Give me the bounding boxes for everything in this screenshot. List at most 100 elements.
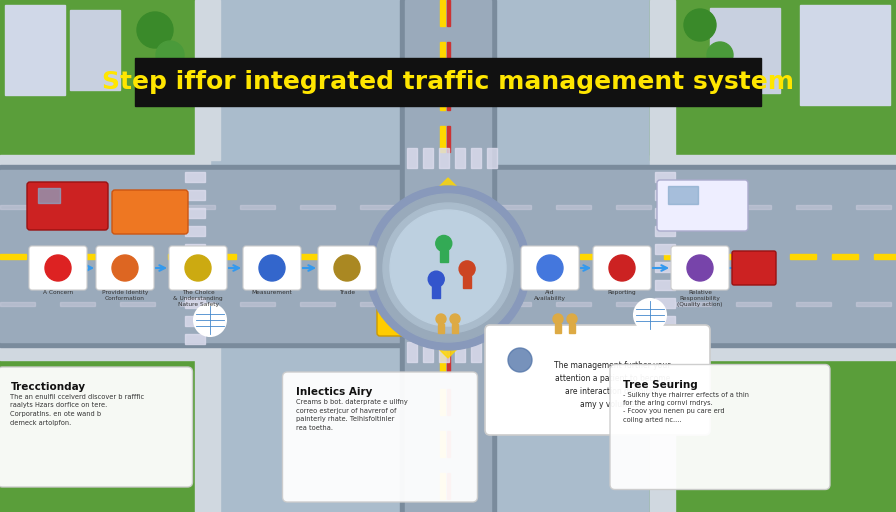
Bar bbox=[650, 345, 896, 512]
Bar bbox=[440, 0, 445, 26]
Bar bbox=[185, 262, 205, 272]
Circle shape bbox=[687, 255, 713, 281]
Circle shape bbox=[383, 203, 513, 333]
Circle shape bbox=[435, 236, 452, 251]
Bar bbox=[447, 126, 450, 152]
Bar bbox=[748, 254, 774, 259]
FancyBboxPatch shape bbox=[96, 246, 154, 290]
Bar bbox=[556, 302, 591, 306]
FancyBboxPatch shape bbox=[29, 246, 87, 290]
Bar bbox=[360, 205, 395, 209]
Bar bbox=[210, 254, 236, 259]
Bar bbox=[555, 324, 561, 333]
Bar bbox=[655, 262, 675, 272]
FancyBboxPatch shape bbox=[169, 246, 227, 290]
Bar bbox=[650, 345, 896, 360]
Text: A Concern: A Concern bbox=[43, 290, 73, 295]
Bar bbox=[60, 302, 95, 306]
Bar bbox=[440, 42, 445, 68]
Bar bbox=[616, 205, 651, 209]
Circle shape bbox=[459, 261, 475, 277]
Circle shape bbox=[156, 41, 184, 69]
Bar bbox=[650, 0, 896, 160]
Bar bbox=[185, 208, 205, 218]
Bar bbox=[185, 334, 205, 344]
FancyBboxPatch shape bbox=[521, 246, 579, 290]
Bar bbox=[195, 345, 220, 512]
Bar bbox=[706, 254, 732, 259]
Bar bbox=[790, 254, 816, 259]
Circle shape bbox=[259, 255, 285, 281]
Bar bbox=[185, 244, 205, 254]
Bar bbox=[471, 342, 481, 362]
Bar bbox=[440, 84, 445, 110]
Circle shape bbox=[634, 299, 666, 331]
FancyBboxPatch shape bbox=[112, 190, 188, 234]
Bar bbox=[0, 155, 210, 170]
Circle shape bbox=[436, 314, 446, 324]
Bar bbox=[452, 324, 458, 333]
Bar bbox=[185, 316, 205, 326]
Text: - Sulkny thye rhairrer erfects of a thin
for the arlng cornvi rndrys.
- Fcoov yo: - Sulkny thye rhairrer erfects of a thin… bbox=[623, 392, 749, 423]
Bar bbox=[655, 316, 675, 326]
Bar bbox=[0, 345, 210, 360]
Bar bbox=[300, 302, 335, 306]
Bar bbox=[388, 298, 408, 312]
Bar bbox=[439, 342, 449, 362]
Bar bbox=[655, 190, 675, 200]
Bar bbox=[185, 298, 205, 308]
Bar bbox=[60, 205, 95, 209]
Bar bbox=[400, 0, 496, 512]
Circle shape bbox=[428, 271, 444, 287]
Bar bbox=[0, 254, 26, 259]
Bar bbox=[616, 302, 651, 306]
Bar bbox=[0, 205, 35, 209]
Bar bbox=[0, 302, 35, 306]
Bar bbox=[580, 254, 606, 259]
Text: Trecctionday: Trecctionday bbox=[11, 382, 86, 392]
Bar bbox=[487, 342, 497, 362]
Bar bbox=[655, 208, 675, 218]
Bar bbox=[496, 254, 522, 259]
Circle shape bbox=[450, 314, 460, 324]
Bar bbox=[496, 205, 531, 209]
Bar bbox=[556, 205, 591, 209]
Bar bbox=[447, 347, 450, 373]
Text: Aid
Availability: Aid Availability bbox=[534, 290, 566, 301]
Bar bbox=[655, 226, 675, 236]
Text: Reporting: Reporting bbox=[607, 290, 636, 295]
Bar bbox=[180, 302, 215, 306]
Bar bbox=[252, 254, 278, 259]
Bar bbox=[168, 254, 194, 259]
Circle shape bbox=[684, 9, 716, 41]
Bar bbox=[38, 188, 60, 203]
Bar bbox=[736, 205, 771, 209]
Bar bbox=[0, 170, 896, 342]
Text: The an enulfil ccelverd discover b rafffic
raalyts Hzars dorfice on tere.
Corpor: The an enulfil ccelverd discover b rafff… bbox=[11, 394, 144, 425]
Circle shape bbox=[508, 348, 532, 372]
FancyBboxPatch shape bbox=[318, 246, 376, 290]
Bar bbox=[5, 5, 65, 95]
Bar bbox=[440, 347, 445, 373]
Bar bbox=[195, 0, 220, 160]
Bar bbox=[407, 342, 417, 362]
Bar bbox=[120, 302, 155, 306]
Bar bbox=[440, 389, 445, 415]
Bar bbox=[180, 205, 215, 209]
Bar bbox=[185, 280, 205, 290]
Bar bbox=[240, 302, 275, 306]
Bar bbox=[856, 302, 891, 306]
Bar bbox=[622, 254, 648, 259]
Bar bbox=[135, 58, 761, 106]
Bar bbox=[569, 324, 575, 333]
Bar bbox=[796, 302, 831, 306]
Circle shape bbox=[374, 194, 522, 342]
Bar bbox=[664, 254, 690, 259]
Bar bbox=[126, 254, 152, 259]
Text: Step iffor integrated traffic management system: Step iffor integrated traffic management… bbox=[102, 70, 794, 94]
FancyBboxPatch shape bbox=[0, 367, 193, 487]
Bar bbox=[487, 148, 497, 168]
Circle shape bbox=[390, 210, 506, 326]
FancyBboxPatch shape bbox=[610, 365, 830, 489]
Text: The management further your
attention a patient to become
are interaction defini: The management further your attention a … bbox=[555, 360, 671, 409]
